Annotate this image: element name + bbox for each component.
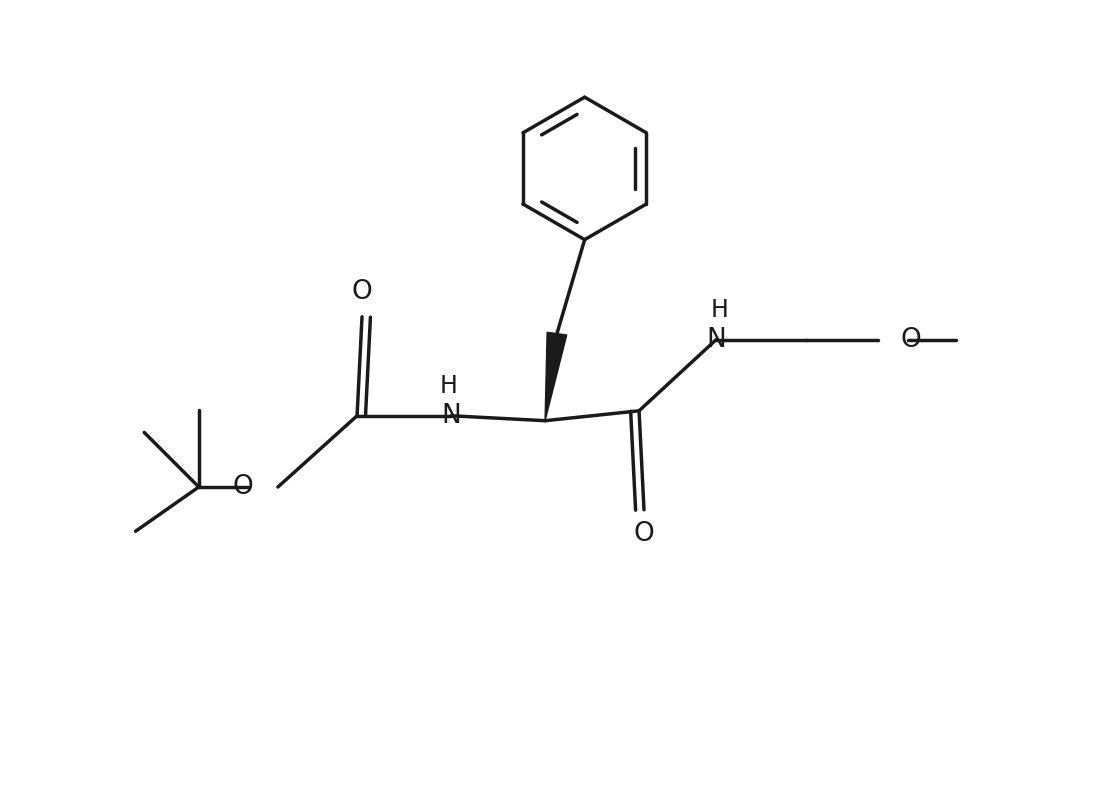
Text: N: N (706, 326, 726, 353)
Text: H: H (440, 374, 457, 398)
Polygon shape (545, 332, 566, 421)
Text: O: O (352, 279, 372, 305)
Text: O: O (634, 521, 655, 548)
Text: O: O (900, 326, 921, 353)
Text: N: N (441, 402, 461, 428)
Text: H: H (711, 298, 728, 322)
Text: O: O (233, 474, 253, 500)
